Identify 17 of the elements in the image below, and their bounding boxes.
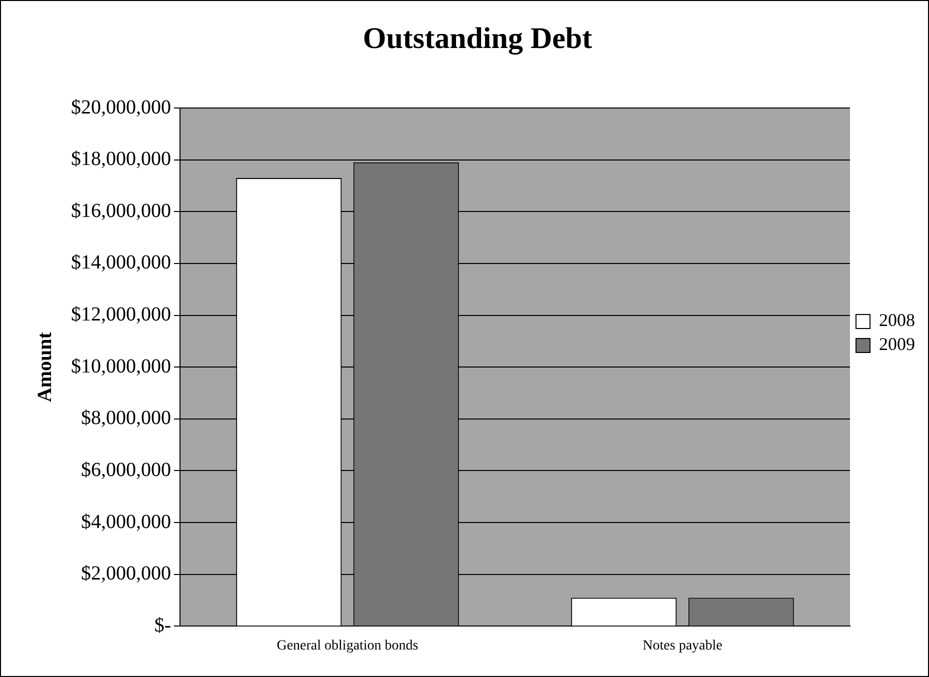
y-tick-label: $2,000,000 bbox=[81, 562, 171, 585]
y-tick-label: $4,000,000 bbox=[81, 510, 171, 533]
y-axis-title: Amount bbox=[34, 332, 56, 402]
x-tick-label: Notes payable bbox=[642, 638, 722, 654]
chart-title: Outstanding Debt bbox=[362, 22, 592, 55]
y-tick-label: $- bbox=[154, 614, 171, 636]
y-tick-label: $20,000,000 bbox=[71, 96, 171, 118]
y-tick-label: $14,000,000 bbox=[71, 252, 171, 274]
y-tick-label: $10,000,000 bbox=[71, 355, 171, 378]
y-tick-label: $6,000,000 bbox=[81, 458, 171, 481]
x-tick-label: General obligation bonds bbox=[276, 638, 418, 654]
y-tick-label: $12,000,000 bbox=[71, 304, 171, 326]
legend-label: 2008 bbox=[879, 310, 915, 330]
legend-label: 2009 bbox=[879, 334, 915, 354]
y-tick-label: $8,000,000 bbox=[81, 407, 171, 430]
y-tick-label: $16,000,000 bbox=[71, 200, 171, 222]
y-tick-label: $18,000,000 bbox=[71, 148, 171, 170]
